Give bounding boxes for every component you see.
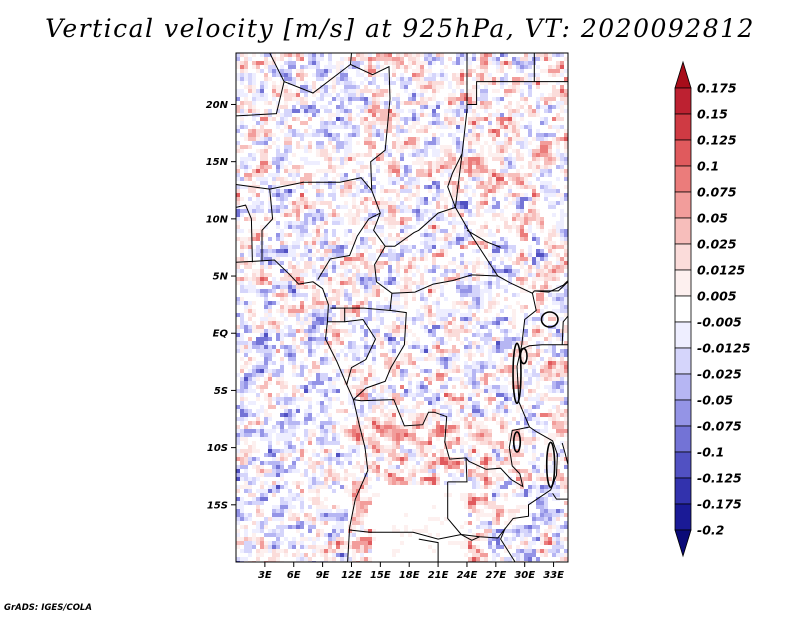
colorbar-swatch xyxy=(674,503,692,531)
border-line xyxy=(236,81,285,117)
border-line xyxy=(447,153,535,294)
colorbar-label: 0.005 xyxy=(697,289,737,304)
colorbar: 0.175 0.15 0.125 0.1 0.075 0.05 0.025 0.0125 0.0… xyxy=(674,60,751,558)
colorbar-label: -0.125 xyxy=(697,471,742,486)
border-line xyxy=(447,457,468,483)
lon-tick-label: 24E xyxy=(457,570,478,581)
colorbar-swatch xyxy=(674,451,692,479)
border-line xyxy=(534,281,568,292)
lon-tick-label: 15E xyxy=(370,570,391,581)
colorbar-label: -0.2 xyxy=(697,523,724,538)
colorbar-label: -0.05 xyxy=(697,393,733,408)
lake-outline xyxy=(519,347,528,365)
lat-tick-label: 10S xyxy=(207,443,228,454)
colorbar-label: 0.075 xyxy=(697,185,737,200)
colorbar-swatch xyxy=(674,113,692,141)
colorbar-label: -0.005 xyxy=(697,315,742,330)
colorbar-swatch xyxy=(674,243,692,271)
lat-tick-label: 20N xyxy=(206,100,229,111)
lat-tick-label: 10N xyxy=(206,214,229,225)
chart-title: Vertical velocity [m/s] at 925hPa, VT: 2… xyxy=(45,14,755,43)
colorbar-swatch xyxy=(674,399,692,427)
colorbar-label: 0.0125 xyxy=(697,263,746,278)
border-line xyxy=(236,177,373,191)
colorbar-swatch xyxy=(674,477,692,505)
border-line xyxy=(466,229,501,248)
colorbar-label: 0.05 xyxy=(697,211,728,226)
colorbar-swatch xyxy=(674,295,692,323)
border-line xyxy=(418,538,439,562)
colorbar-swatch xyxy=(674,191,692,219)
colorbar-swatch xyxy=(674,165,692,193)
colorbar-swatch xyxy=(674,373,692,401)
border-line xyxy=(353,309,407,400)
border-line xyxy=(552,493,568,500)
border-line xyxy=(261,189,274,262)
colorbar-swatch xyxy=(674,217,692,245)
lon-tick-label: 6E xyxy=(287,570,301,581)
border-line xyxy=(500,527,516,562)
velocity-field xyxy=(236,53,568,562)
colorbar-swatch xyxy=(674,60,692,89)
colorbar-label: 0.025 xyxy=(697,237,737,252)
lake-outline xyxy=(545,441,556,489)
colorbar-swatch xyxy=(674,87,692,115)
colorbar-label: 0.15 xyxy=(697,107,728,122)
colorbar-label: 0.125 xyxy=(697,133,737,148)
colorbar-label: -0.1 xyxy=(697,445,724,460)
lon-axis: 3E 6E 9E 12E 15E 18E 21E 24E 27E 30E 33E xyxy=(258,562,564,581)
colorbar-label: 0.175 xyxy=(697,81,737,96)
lon-tick-label: 21E xyxy=(428,570,449,581)
border-line xyxy=(561,442,568,465)
border-line xyxy=(317,212,381,280)
colorbar-label: -0.0125 xyxy=(697,341,751,356)
colorbar-swatch xyxy=(674,425,692,453)
colorbar-label: 0.1 xyxy=(697,159,719,174)
colorbar-label: -0.025 xyxy=(697,367,742,382)
country-borders xyxy=(236,53,568,562)
lon-tick-label: 33E xyxy=(543,570,564,581)
border-line xyxy=(349,529,480,541)
lat-tick-label: 5S xyxy=(214,386,228,397)
colorbar-swatch xyxy=(674,269,692,297)
lake-outline xyxy=(540,311,559,328)
lon-tick-label: 30E xyxy=(514,570,535,581)
colorbar-swatch xyxy=(674,347,692,375)
colorbar-label: -0.075 xyxy=(697,419,742,434)
colorbar-swatch xyxy=(674,139,692,167)
border-line xyxy=(561,315,568,345)
border-line xyxy=(350,53,352,65)
lake-outline xyxy=(512,431,522,453)
lake-outline xyxy=(512,342,522,405)
border-line xyxy=(534,280,568,293)
border-line xyxy=(327,307,346,323)
lon-tick-label: 12E xyxy=(341,570,362,581)
lat-tick-label: EQ xyxy=(213,329,229,340)
lon-tick-label: 9E xyxy=(316,570,330,581)
footer-credit: GrADS: IGES/COLA xyxy=(4,603,92,613)
border-line xyxy=(236,259,369,562)
lat-axis: 20N 15N 10N 5N EQ 5S 10S 15S xyxy=(206,100,236,511)
border-line xyxy=(447,426,558,539)
lon-tick-label: 3E xyxy=(258,570,272,581)
lat-tick-label: 15S xyxy=(207,500,228,511)
lat-tick-label: 5N xyxy=(213,272,229,283)
border-line xyxy=(520,344,568,350)
lon-tick-label: 18E xyxy=(399,570,420,581)
colorbar-swatch xyxy=(674,529,692,558)
colorbar-label: -0.175 xyxy=(697,497,742,512)
lon-tick-label: 27E xyxy=(485,570,506,581)
colorbar-swatch xyxy=(674,321,692,349)
border-line xyxy=(344,318,377,385)
border-line xyxy=(236,204,253,263)
map-frame xyxy=(235,52,569,563)
lat-tick-label: 15N xyxy=(206,157,229,168)
border-line xyxy=(353,293,537,488)
border-line xyxy=(466,81,568,111)
border-line xyxy=(391,274,498,294)
